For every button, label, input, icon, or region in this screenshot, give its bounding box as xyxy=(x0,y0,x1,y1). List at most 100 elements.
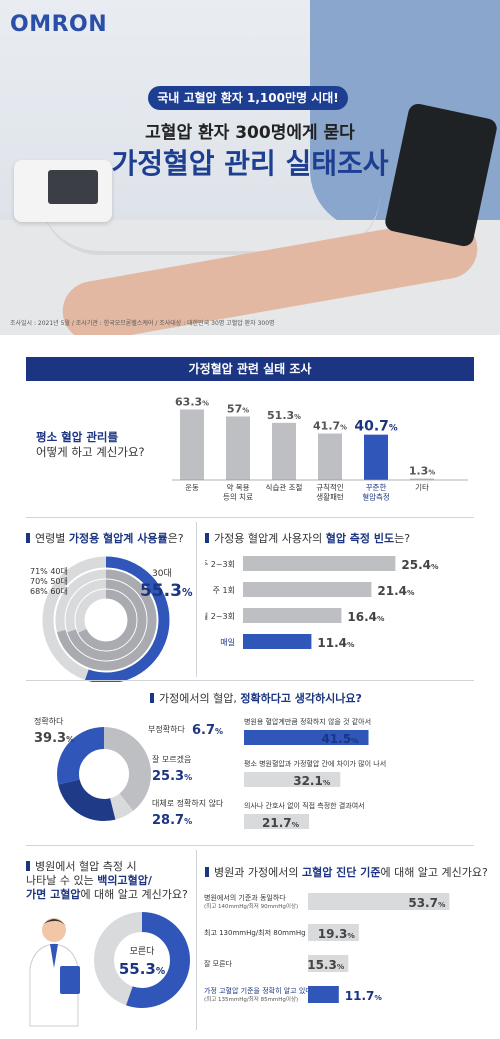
q4-reason-bar xyxy=(244,814,310,829)
q6-bar-label: 19.3% xyxy=(318,927,356,941)
divider xyxy=(26,680,474,681)
q4-slice-label: 잘 모르겠음 xyxy=(152,754,191,764)
q2-ring-label: 70% 50대 xyxy=(30,577,68,586)
q4-reason-label: 병원용 혈압계만큼 정확하지 않을 것 같아서 xyxy=(244,717,371,726)
q4-reason-bar xyxy=(244,730,369,745)
q4-reason-label: 평소 병원혈압과 가정혈압 간에 차이가 많이 나서 xyxy=(244,759,386,768)
q2-ring-bar xyxy=(42,556,170,682)
q4-donut-slice xyxy=(57,727,151,821)
q3-question: 가정용 혈압계 사용자의 혈압 측정 빈도는? xyxy=(205,530,410,546)
q6-bar xyxy=(308,924,359,941)
q4-donut-chart: 정확하다 39.3% 부정확하다 6.7% 잘 모르겠음 25.3% 대체로 정확하지 않다… xyxy=(34,716,224,828)
q6-bar-label: 53.7% xyxy=(408,896,446,910)
q4-reason-bar xyxy=(244,772,341,787)
q3-category-label: 주 1회 xyxy=(213,586,235,595)
q2-ring-label: 71% 40대 xyxy=(30,567,68,576)
q2-value-label: 55.3% xyxy=(140,581,193,601)
q5-center-label: 모른다 xyxy=(130,946,156,957)
q1-question-line1: 평소 혈압 관리를 xyxy=(36,430,119,444)
divider xyxy=(196,522,197,677)
q4-slice-value: 25.3% xyxy=(152,769,192,784)
q4-slice-label: 정확하다 xyxy=(34,716,64,726)
q2-question: 연령별 가정용 혈압계 사용률은? xyxy=(26,530,184,546)
q6-category-label: 가정 고혈압 기준을 정확히 알고 있다 xyxy=(204,986,312,995)
q6-question: 병원과 가정에서의 고혈압 진단 기준에 대해 알고 계신가요? xyxy=(205,864,488,880)
q3-hbar-chart: 주 2~3회 25.4% 주 1회 21.4% 월 2~3회 16.4% 매일 11.4% xyxy=(205,556,439,650)
cuff-tube xyxy=(40,195,380,255)
q1-bar xyxy=(364,434,388,480)
q6-category-label: 병원에서의 기준과 동일하다 xyxy=(204,893,286,902)
section-title: 가정혈압 관련 실태 조사 xyxy=(26,357,474,381)
divider xyxy=(26,517,474,518)
q1-bar-label: 63.3% xyxy=(175,395,209,408)
q5-question: 병원에서 혈압 측정 시 나타날 수 있는 백의고혈압/ 가면 고혈압에 대해 … xyxy=(26,860,188,901)
blood-pressure-monitor-image xyxy=(14,160,112,222)
q3-bar-label: 25.4% xyxy=(401,558,439,572)
q6-category-sublabel: (최고 140mmHg/최저 90mmHg이상) xyxy=(204,902,298,910)
q1-category-label: 운동 xyxy=(185,483,199,492)
q5-donut-slice xyxy=(94,912,190,1008)
q1-bar xyxy=(410,478,434,480)
q4-reason-value: 32.1% xyxy=(293,774,331,788)
q1-question: 평소 혈압 관리를 어떻게 하고 계신가요? xyxy=(36,430,145,460)
q1-question-line2: 어떻게 하고 계신가요? xyxy=(36,445,145,459)
hero-banner: OMRON 국내 고혈압 환자 1,100만명 시대! 고혈압 환자 300명에… xyxy=(0,0,500,335)
q3-bar xyxy=(243,634,312,649)
q6-bar xyxy=(308,986,339,1003)
q1-category-label: 꾸준한 xyxy=(366,483,387,492)
q4-donut-slice xyxy=(57,727,151,821)
q1-bar xyxy=(272,422,296,480)
q6-category-label: 잘 모른다 xyxy=(204,959,233,968)
q3-category-label: 월 2~3회 xyxy=(205,611,235,621)
doctor-illustration xyxy=(29,918,80,1027)
q5-line1: 병원에서 혈압 측정 시 xyxy=(35,860,137,873)
q1-category-label: 혈압측정 xyxy=(362,492,390,502)
q3-bar-label: 11.4% xyxy=(317,636,355,650)
q1-bar xyxy=(180,409,204,480)
q3-category-label: 매일 xyxy=(220,638,235,647)
q4-question: 가정에서의 혈압, 정확하다고 생각하시나요? xyxy=(150,690,362,706)
q3-bar xyxy=(243,608,342,623)
hero-subtitle: 고혈압 환자 300명에게 묻다 xyxy=(145,123,355,143)
q6-bar-label: 11.7% xyxy=(345,989,383,1003)
q1-category-label: 약 복용 xyxy=(226,482,249,492)
q1-bar-label: 51.3% xyxy=(267,409,301,422)
q2-ring-label: 68% 60대 xyxy=(30,587,68,596)
q3-bar xyxy=(243,582,372,597)
q3-bar xyxy=(243,556,396,571)
q2-category-label: 30대 xyxy=(152,568,172,579)
q4-reason-label: 의사나 간호사 없이 직접 측정한 결과여서 xyxy=(244,801,365,810)
q4-slice-value: 28.7% xyxy=(152,813,192,828)
q1-category-label: 규칙적인 xyxy=(316,482,344,492)
q2-ring-bar xyxy=(75,589,137,651)
divider xyxy=(26,845,474,846)
hero-title: 가정혈압 관리 실태조사 xyxy=(111,147,389,180)
q4-reason-value: 21.7% xyxy=(262,816,300,830)
q4-slice-value: 6.7% xyxy=(192,723,223,738)
q6-hbar-chart: 병원에서의 기준과 동일하다(최고 140mmHg/최저 90mmHg이상) 53… xyxy=(204,893,450,1003)
q1-bar xyxy=(226,416,250,480)
q3-category-label: 주 2~3회 xyxy=(205,560,235,569)
q1-category-label: 식습관 조절 xyxy=(266,482,303,492)
q1-bar-label: 40.7% xyxy=(354,419,398,435)
q6-category-sublabel: (최고 135mmHg/최저 85mmHg이상) xyxy=(204,995,298,1003)
q3-bar-label: 21.4% xyxy=(377,584,415,598)
q1-bar xyxy=(318,433,342,480)
q1-category-label: 기타 xyxy=(415,483,429,492)
q3-bar-label: 16.4% xyxy=(347,610,385,624)
q6-bar xyxy=(308,893,450,910)
q4-reason-bars: 병원용 혈압계만큼 정확하지 않을 것 같아서 41.5% 평소 병원혈압과 가정혈… xyxy=(244,717,386,830)
survey-note: 조사일시 : 2021년 5월 / 조사기관 : 한국오므론헬스케어 / 조사대… xyxy=(10,320,275,327)
q1-bar-label: 57% xyxy=(227,402,249,415)
q1-bar-label: 41.7% xyxy=(313,420,347,433)
hero-badge: 국내 고혈압 환자 1,100만명 시대! xyxy=(148,86,348,110)
q4-slice-value: 39.3% xyxy=(34,731,74,746)
q1-category-label: 생활패턴 xyxy=(316,492,344,502)
omron-logo: OMRON xyxy=(10,12,108,37)
q2-ring-bar xyxy=(55,569,157,671)
q4-slice-label: 대체로 정확하지 않다 xyxy=(152,798,224,808)
q6-bar xyxy=(308,955,349,972)
q5-center-value: 55.3% xyxy=(119,960,166,978)
